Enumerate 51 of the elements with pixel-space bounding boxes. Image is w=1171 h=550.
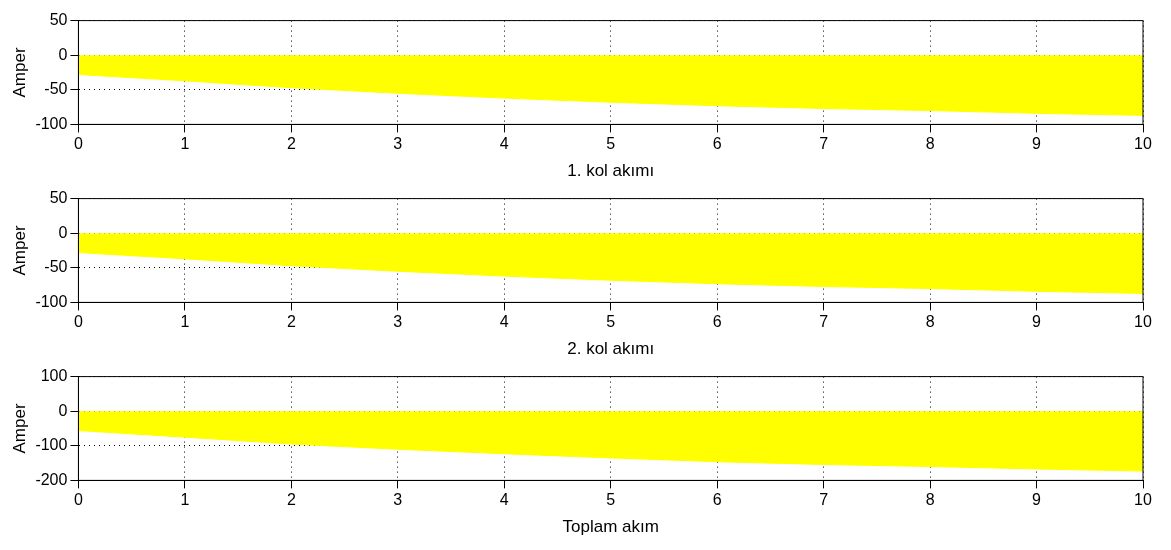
y-tick-label: -100 xyxy=(35,114,68,132)
x-tick-label: 7 xyxy=(819,135,829,153)
x-tick-label: 0 xyxy=(73,313,83,331)
x-tick-label: 2 xyxy=(286,135,296,153)
x-axis-title: 1. kol akımı xyxy=(567,161,655,181)
x-tick-label: 2 xyxy=(286,491,296,509)
x-tick-label: 0 xyxy=(73,491,83,509)
x-tick-label: 1 xyxy=(180,135,190,153)
y-tick-label: -100 xyxy=(35,292,68,310)
x-tick-label: 4 xyxy=(499,313,509,331)
x-tick-label: 0 xyxy=(73,135,83,153)
x-tick-label: 1 xyxy=(180,491,190,509)
y-tick-label: -50 xyxy=(44,80,68,98)
y-tick-label: 50 xyxy=(49,189,68,207)
x-tick-label: 6 xyxy=(712,313,722,331)
x-tick-label: 2 xyxy=(286,313,296,331)
x-tick-label: 7 xyxy=(819,313,829,331)
x-tick-label: 10 xyxy=(1134,135,1152,153)
x-tick-label: 1 xyxy=(180,313,190,331)
x-tick-label: 5 xyxy=(606,135,616,153)
x-axis-title: 2. kol akımı xyxy=(567,339,655,359)
x-tick-label: 3 xyxy=(393,135,403,153)
y-tick-label: 50 xyxy=(49,11,68,29)
x-tick-label: 6 xyxy=(712,491,722,509)
x-tick-label: 8 xyxy=(925,491,935,509)
x-tick-label: 10 xyxy=(1134,313,1152,331)
x-tick-label: 9 xyxy=(1032,135,1042,153)
x-tick-label: 9 xyxy=(1032,491,1042,509)
y-axis-title: Amper xyxy=(9,47,29,98)
x-tick-label: 5 xyxy=(606,313,616,331)
x-tick-label: 7 xyxy=(819,491,829,509)
x-tick-label: 10 xyxy=(1134,491,1152,509)
x-tick-label: 3 xyxy=(393,313,403,331)
x-tick-label: 5 xyxy=(606,491,616,509)
y-tick-label: 0 xyxy=(58,45,68,63)
y-tick-label: 0 xyxy=(58,223,68,241)
x-tick-label: 3 xyxy=(393,491,403,509)
y-tick-label: -200 xyxy=(35,470,68,488)
x-tick-label: 4 xyxy=(499,135,509,153)
y-tick-label: -50 xyxy=(44,258,68,276)
y-tick-label: 100 xyxy=(40,367,68,385)
x-tick-label: 8 xyxy=(925,313,935,331)
x-tick-label: 8 xyxy=(925,135,935,153)
y-axis-title: Amper xyxy=(9,225,29,276)
x-tick-label: 9 xyxy=(1032,313,1042,331)
y-tick-label: -100 xyxy=(35,436,68,454)
y-axis-title: Amper xyxy=(9,403,29,454)
x-tick-label: 4 xyxy=(499,491,509,509)
y-tick-label: 0 xyxy=(58,401,68,419)
x-tick-label: 6 xyxy=(712,135,722,153)
x-axis-title: Toplam akım xyxy=(562,517,659,537)
